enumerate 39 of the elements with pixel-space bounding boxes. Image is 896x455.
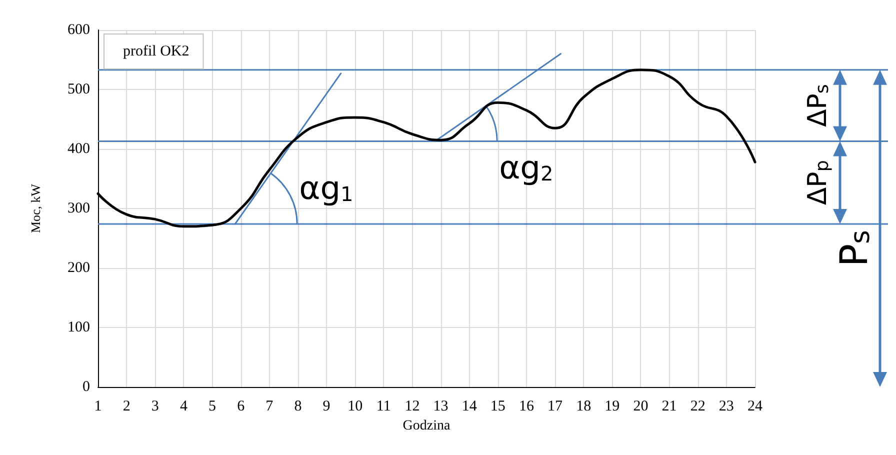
text: ΔPs [803,84,834,128]
x-tick-label: 16 [518,398,534,414]
x-tick-label: 3 [151,398,159,414]
x-tick-label: 1 [94,398,102,414]
x-tick-label: 2 [122,398,130,414]
x-tick-label: 21 [662,398,677,414]
y-tick-label: 400 [68,141,90,157]
x-tick-label: 10 [348,398,363,414]
x-tick-label: 19 [604,398,620,414]
x-tick-label: 9 [322,398,330,414]
x-tick-label: 13 [433,398,448,414]
x-tick-label: 12 [404,398,420,414]
text: Ps [832,230,876,267]
x-tick-label: 22 [690,398,706,414]
y-tick-label: 500 [68,82,90,98]
x-tick-label: 18 [576,398,592,414]
x-axis-title: Godzina [402,418,451,434]
x-tick-label: 11 [376,398,391,414]
x-tick-label: 4 [180,398,188,414]
y-axis-title: Moc, kW [28,183,43,234]
x-tick-label: 20 [633,398,648,414]
x-tick-label: 6 [237,398,246,414]
x-tick-label: 17 [548,398,564,414]
x-tick-label: 15 [490,398,506,414]
x-tick-label: 23 [718,398,734,414]
annotation: αg1 [299,168,354,207]
y-tick-label: 100 [68,320,90,336]
x-tick-label: 24 [748,398,763,414]
text: ΔPp [803,160,834,206]
text: profil OK2 [123,44,190,60]
x-tick-label: 14 [462,398,478,414]
x-tick-label: 7 [266,398,274,414]
y-tick-label: 0 [82,379,90,395]
y-tick-label: 300 [68,200,90,216]
x-tick-label: 5 [208,398,216,414]
y-tick-label: 600 [68,22,90,38]
y-tick-label: 200 [68,260,90,276]
x-tick-label: 8 [294,398,302,414]
annotation: αg2 [499,148,554,186]
